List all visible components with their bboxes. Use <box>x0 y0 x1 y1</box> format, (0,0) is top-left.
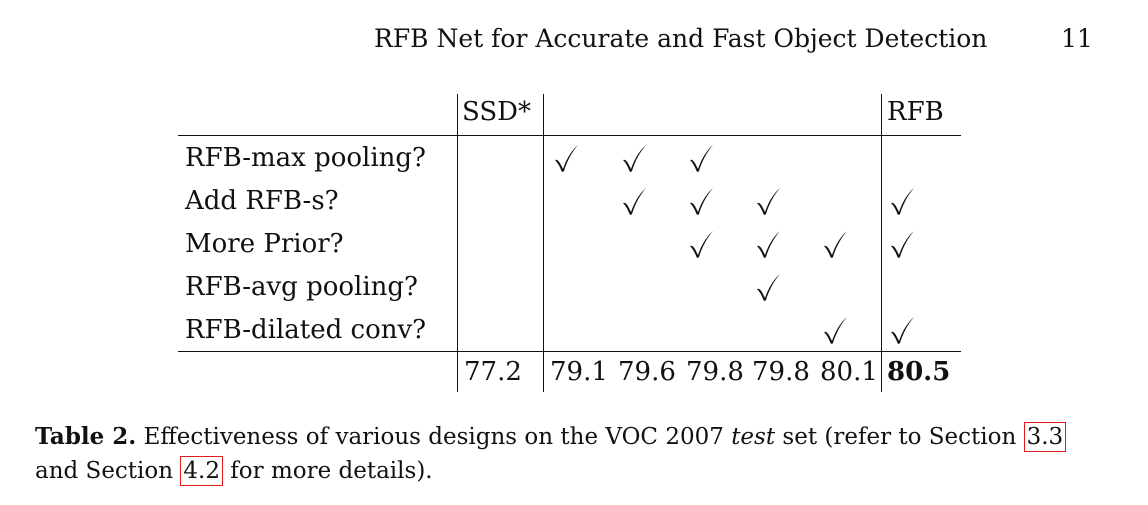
check-mark-icon <box>891 317 914 344</box>
ablation-table: SSD* RFB RFB-max pooling? Add RFB-s? Mor… <box>178 94 961 392</box>
check-mark-icon <box>891 231 914 258</box>
caption-text-4: for more details). <box>222 458 433 484</box>
score-variant-3: 79.8 <box>686 357 744 387</box>
header-ssd-baseline: SSD* <box>462 97 532 127</box>
caption-label: Table 2. <box>35 423 137 450</box>
section-ref-link-3-3[interactable]: 3.3 <box>1023 422 1067 452</box>
table-hrule-footer <box>178 351 961 353</box>
check-mark-icon <box>891 188 914 215</box>
caption-italic-test: test <box>731 424 776 450</box>
caption-text-1: Effectiveness of various designs on the … <box>136 424 732 450</box>
score-variant-1: 79.1 <box>550 357 608 387</box>
table-vrule-label <box>457 94 459 392</box>
running-head-title: RFB Net for Accurate and Fast Object Det… <box>374 24 988 53</box>
check-mark-icon <box>757 188 780 215</box>
caption-text-3: and Section <box>35 458 181 484</box>
row-label-add-rfb-s: Add RFB-s? <box>185 186 339 216</box>
check-mark-icon <box>623 145 646 172</box>
caption-text-2: set (refer to Section <box>775 424 1024 450</box>
check-mark-icon <box>690 188 713 215</box>
score-ssd: 77.2 <box>464 357 522 387</box>
check-mark-icon <box>824 317 847 344</box>
header-rfb-final: RFB <box>887 97 944 127</box>
table-hrule-header <box>178 135 961 137</box>
row-label-rfb-avg-pooling: RFB-avg pooling? <box>185 272 418 302</box>
check-mark-icon <box>824 231 847 258</box>
table-vrule-baseline <box>543 94 545 392</box>
row-label-more-prior: More Prior? <box>185 229 344 259</box>
score-variant-4: 79.8 <box>752 357 810 387</box>
check-mark-icon <box>555 145 578 172</box>
check-mark-icon <box>690 145 713 172</box>
table-vrule-final <box>881 94 883 392</box>
score-variant-2: 79.6 <box>618 357 676 387</box>
check-mark-icon <box>757 274 780 301</box>
section-ref-link-4-2[interactable]: 4.2 <box>180 456 223 486</box>
check-mark-icon <box>757 231 780 258</box>
score-variant-5: 80.1 <box>820 357 878 387</box>
table-caption: Table 2. Effectiveness of various design… <box>35 420 1115 488</box>
check-mark-icon <box>623 188 646 215</box>
check-mark-icon <box>690 231 713 258</box>
row-label-rfb-dilated-conv: RFB-dilated conv? <box>185 315 427 345</box>
score-rfb-best: 80.5 <box>887 357 951 387</box>
page-number: 11 <box>1061 24 1093 53</box>
row-label-rfb-max-pooling: RFB-max pooling? <box>185 143 426 173</box>
